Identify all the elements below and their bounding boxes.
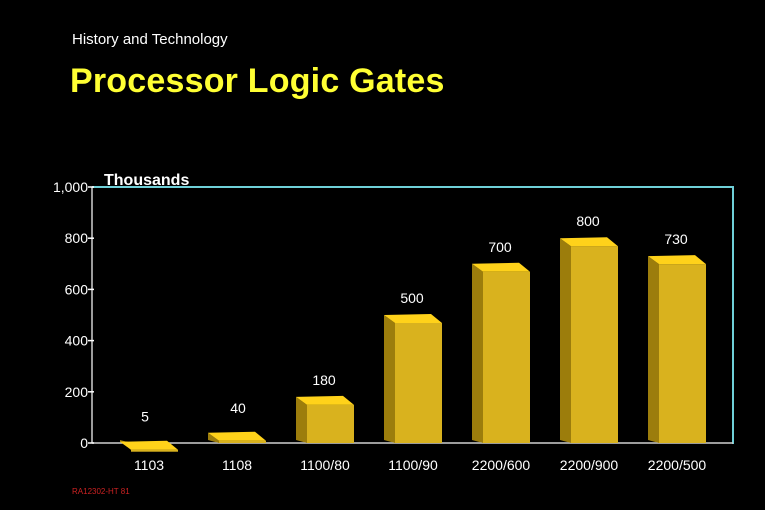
- bar-top: [648, 255, 706, 265]
- chart-title: Processor Logic Gates: [70, 62, 445, 100]
- bar-value-label: 700: [488, 239, 512, 255]
- x-tick-label: 1108: [222, 457, 252, 473]
- bar-top: [384, 314, 442, 323]
- bar-value-label: 800: [576, 213, 600, 229]
- bar: [659, 264, 706, 443]
- bar-top: [472, 262, 530, 272]
- bar-side: [296, 396, 307, 443]
- y-tick-label: 1,000: [53, 179, 88, 195]
- y-tick-label: 200: [65, 384, 89, 400]
- x-tick-label: 1100/80: [300, 457, 350, 473]
- y-tick-label: 400: [65, 333, 89, 349]
- bar-top: [560, 237, 618, 247]
- bar-top: [120, 440, 178, 450]
- bar-value-label: 730: [664, 231, 688, 247]
- bar-value-label: 40: [230, 400, 246, 416]
- bar: [483, 271, 530, 443]
- bar-value-label: 180: [312, 372, 336, 388]
- bar: [307, 404, 354, 443]
- bar-value-label: 5: [141, 409, 149, 425]
- footnote: RA12302-HT 81: [72, 487, 130, 496]
- bar-side: [208, 432, 219, 443]
- y-tick-label: 600: [65, 281, 89, 297]
- bar-side: [472, 263, 483, 443]
- bar: [395, 323, 442, 443]
- bar: [131, 449, 178, 452]
- x-tick-label: 1103: [134, 457, 164, 473]
- y-tick-label: 0: [80, 435, 88, 451]
- x-tick-label: 2200/600: [472, 457, 531, 473]
- y-axis-unit-label: Thousands: [104, 172, 189, 189]
- bar-side: [384, 315, 395, 443]
- x-tick-label: 1100/90: [388, 457, 438, 473]
- header-subtitle: History and Technology: [72, 31, 228, 48]
- bar-value-label: 500: [400, 290, 424, 306]
- plot-frame: [92, 186, 734, 444]
- bar-top: [296, 395, 354, 405]
- bar: [219, 440, 266, 443]
- bar-top: [208, 431, 266, 441]
- x-tick-label: 2200/900: [560, 457, 619, 473]
- bar-side: [560, 238, 571, 443]
- x-tick-label: 2200/500: [648, 457, 707, 473]
- y-tick-label: 800: [65, 230, 89, 246]
- bar-side: [648, 256, 659, 443]
- bar: [571, 246, 618, 443]
